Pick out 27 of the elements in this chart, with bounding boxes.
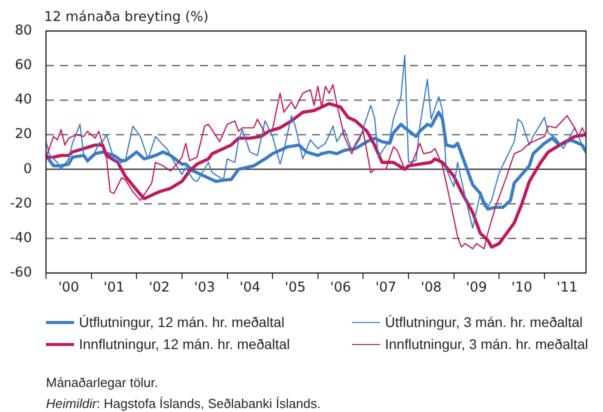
legend-label: Útflutningur, 3 mán. hr. meðaltal <box>385 314 583 330</box>
y-axis-title: 12 mánaða breyting (%) <box>44 9 208 25</box>
y-tick-label: -60 <box>10 264 32 280</box>
text: Heimildir: Hagstofa Íslands, Seðlabanki Íslands. <box>46 395 321 412</box>
y-tick-label: 80 <box>14 22 32 38</box>
y-tick-label: 0 <box>23 160 32 177</box>
y-tick-label: 60 <box>14 57 32 74</box>
x-tick-label: '01 <box>104 280 124 296</box>
x-tick-label: '09 <box>466 280 487 296</box>
y-tick-label: 20 <box>14 126 32 142</box>
x-tick-label: '00 <box>58 280 80 296</box>
x-tick-label: '06 <box>330 280 351 296</box>
legend-label: Innflutningur, 3 mán. hr. meðaltal <box>385 336 588 352</box>
x-tick-label: '03 <box>194 280 216 296</box>
text: Mánaðarlegar tölur. <box>46 374 160 392</box>
legend-label: Innflutningur, 12 mán. hr. meðaltal <box>79 336 290 352</box>
x-tick-label: '07 <box>375 280 396 296</box>
x-tick-label: '05 <box>284 280 306 296</box>
y-tick-label: -40 <box>10 230 32 246</box>
legend-label: Útflutningur, 12 mán. hr. meðaltal <box>79 314 284 330</box>
y-tick-label: -20 <box>10 195 32 212</box>
x-tick-label: '10 <box>511 280 532 296</box>
x-tick-label: '02 <box>148 280 170 296</box>
x-tick-label: '11 <box>556 280 578 296</box>
y-tick-label: 40 <box>14 92 32 108</box>
x-tick-label: '04 <box>239 280 260 296</box>
x-tick-label: '08 <box>420 280 442 296</box>
